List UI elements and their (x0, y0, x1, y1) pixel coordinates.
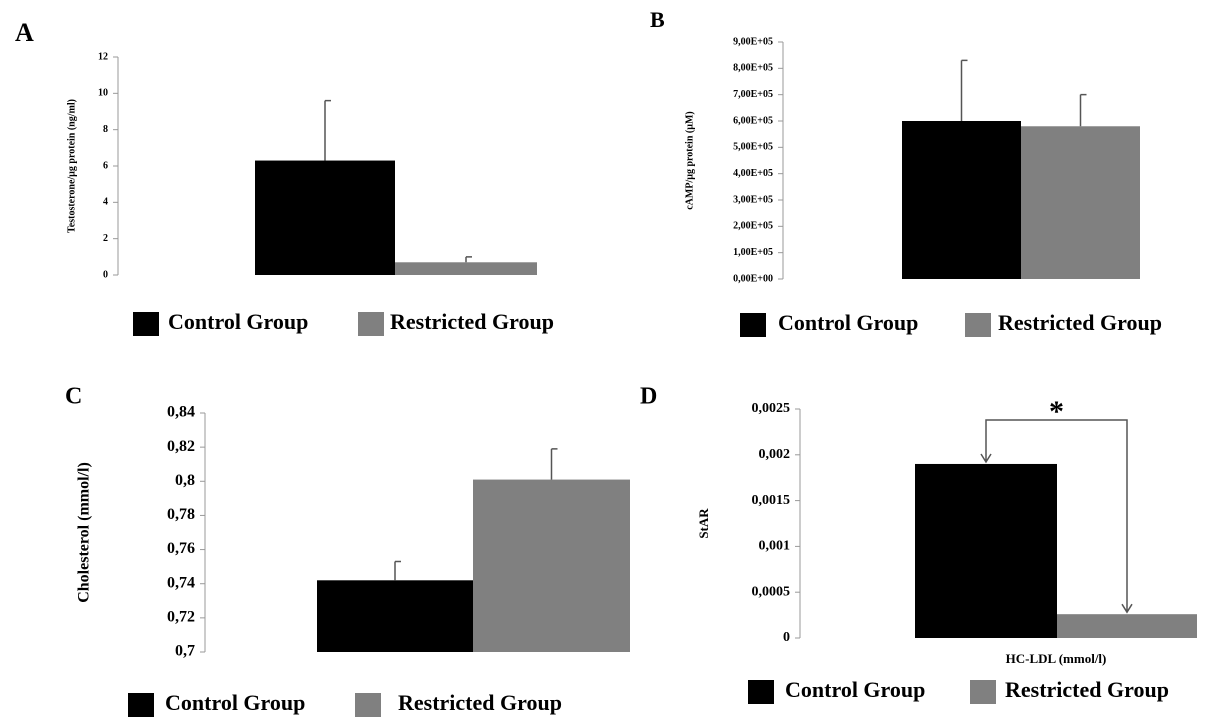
y-tick-label: 0,74 (167, 574, 195, 591)
y-tick-label: 0 (103, 269, 108, 280)
bar (1057, 614, 1197, 638)
annotation: * (1049, 395, 1064, 428)
y-tick-label: 0,001 (759, 539, 791, 554)
y-tick-label: 0,00E+00 (733, 273, 773, 284)
legend-swatch (133, 312, 159, 336)
legend-swatch (358, 312, 384, 336)
significance-bracket (980, 419, 1133, 614)
legend-label: Control Group (168, 309, 308, 334)
bar (473, 479, 630, 652)
legend-swatch (355, 693, 381, 717)
y-tick-label: 8,00E+05 (733, 63, 773, 74)
error-bar (1079, 93, 1087, 127)
y-tick-label: 0,78 (167, 506, 195, 523)
legend-label: Control Group (778, 310, 918, 335)
panel-letter: D (640, 384, 657, 410)
y-tick-label: 10 (98, 88, 108, 99)
legend-label: Restricted Group (1005, 677, 1169, 702)
y-axis-label: cAMP/µg protein (µM) (684, 111, 695, 210)
y-tick-label: 0,8 (175, 472, 195, 489)
y-tick-label: 0,0005 (752, 584, 791, 599)
y-tick-label: 0,72 (167, 609, 195, 626)
y-tick-label: 0,0015 (752, 493, 791, 508)
error-bar (960, 59, 968, 121)
y-tick-label: 5,00E+05 (733, 142, 773, 153)
y-tick-label: 0,76 (167, 540, 195, 557)
y-axis-label: StAR (696, 508, 711, 539)
error-bar (394, 560, 401, 581)
y-axis-label: Cholesterol (mmol/l) (76, 462, 93, 603)
panel-letter: C (65, 384, 82, 410)
y-tick-label: 8 (103, 124, 108, 135)
y-tick-label: 6,00E+05 (733, 115, 773, 126)
error-bar (324, 99, 331, 161)
x-axis-label: HC-LDL (mmol/l) (1006, 651, 1107, 666)
bar (902, 121, 1021, 279)
legend-swatch (748, 680, 774, 704)
y-tick-label: 0,002 (759, 447, 791, 462)
legend-label: Restricted Group (998, 310, 1162, 335)
legend-label: Restricted Group (398, 690, 562, 715)
bar (1021, 126, 1140, 280)
y-tick-label: 0,7 (175, 643, 195, 660)
y-tick-label: 4,00E+05 (733, 168, 773, 179)
bar (255, 160, 395, 275)
legend-swatch (965, 313, 991, 337)
legend-swatch (740, 313, 766, 337)
y-tick-label: 3,00E+05 (733, 194, 773, 205)
y-tick-label: 1,00E+05 (733, 247, 773, 258)
error-bar (465, 256, 472, 263)
legend-label: Restricted Group (390, 309, 554, 334)
y-tick-label: 0 (783, 630, 790, 645)
panel-letter: B (650, 7, 665, 32)
error-bar (550, 448, 558, 480)
legend-label: Control Group (165, 690, 305, 715)
panel-letter: A (15, 18, 34, 47)
bar (395, 262, 537, 275)
y-tick-label: 0,82 (167, 438, 195, 455)
y-tick-label: 0,84 (167, 404, 195, 421)
y-tick-label: 2,00E+05 (733, 221, 773, 232)
y-tick-label: 4 (103, 197, 108, 208)
y-tick-label: 9,00E+05 (733, 36, 773, 47)
y-tick-label: 2 (103, 233, 108, 244)
legend-swatch (128, 693, 154, 717)
y-tick-label: 0,0025 (752, 401, 791, 416)
y-tick-label: 6 (103, 160, 108, 171)
y-axis-label: Testosterone/µg protein (ng/ml) (66, 99, 77, 233)
legend-swatch (970, 680, 996, 704)
y-tick-label: 12 (98, 51, 108, 62)
legend-label: Control Group (785, 677, 925, 702)
y-tick-label: 7,00E+05 (733, 89, 773, 100)
bar (915, 463, 1057, 638)
bar (317, 580, 473, 652)
